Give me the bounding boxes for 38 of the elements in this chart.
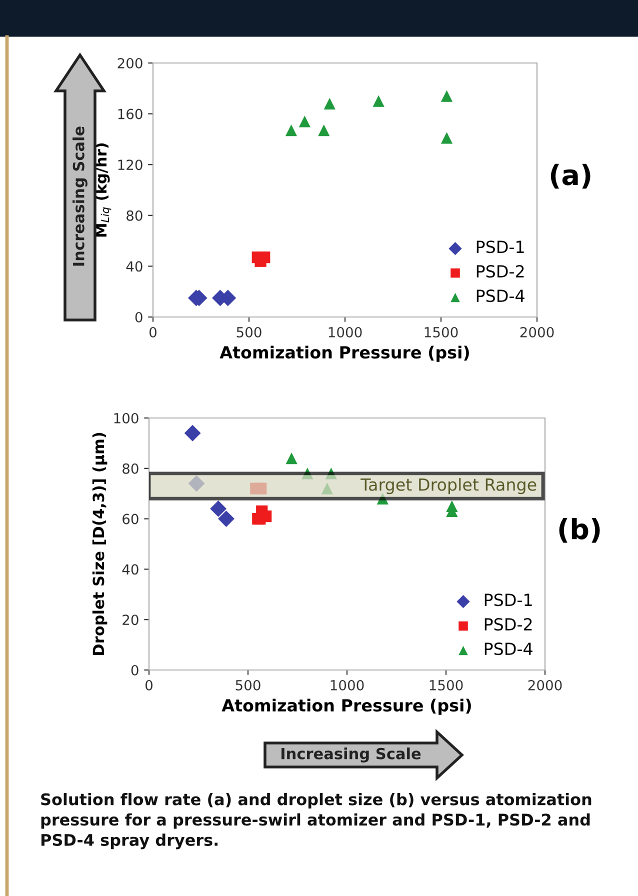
x-tick-label: 0 [149, 326, 156, 338]
y-tick-label: 80 [122, 463, 138, 474]
x-tick-label: 1500 [424, 326, 458, 338]
text: (a) [550, 164, 590, 189]
x-axis-title: Atomization Pressure (psi) [222, 698, 471, 715]
y-axis-title: Droplet Size [D(4,3)] (µm) [92, 432, 108, 655]
y-tick-label: 0 [131, 664, 138, 676]
legend-label: PSD-4 [476, 289, 524, 302]
x-tick-label: 1000 [330, 680, 364, 690]
text: Solution flow rate (a) and droplet size (b) versus atomization pressure for a pressure-swirl atomizer and PSD-1, PSD-2 and PSD-4 spray dryers. [41, 793, 592, 850]
x-tick-label: 500 [236, 326, 262, 338]
text: Increasing Scale [282, 748, 421, 762]
x-tick-label: 2000 [520, 326, 554, 338]
y-tick-label: 120 [118, 160, 142, 170]
x-tick-label: 2000 [528, 680, 562, 690]
y-axis-title: M$_{Liq}$ (kg/hr) [94, 143, 112, 237]
x-tick-label: 500 [236, 680, 260, 690]
x-axis-title: Atomization Pressure (psi) [220, 346, 469, 362]
x-tick-label: 1000 [328, 326, 362, 338]
legend-label: PSD-2 [476, 265, 524, 278]
y-tick-label: 40 [122, 564, 138, 575]
y-tick-label: 60 [122, 514, 138, 524]
legend-label: PSD-2 [484, 618, 532, 631]
text: (b) [559, 518, 600, 543]
y-tick-label: 200 [118, 58, 142, 68]
x-tick-label: 0 [145, 680, 152, 690]
band-label: Target Droplet Range [360, 478, 536, 494]
y-tick-label: 80 [126, 210, 142, 221]
legend-label: PSD-1 [476, 240, 524, 254]
y-tick-label: 0 [135, 312, 142, 322]
y-tick-label: 160 [118, 108, 142, 120]
legend-label: PSD-4 [484, 642, 532, 656]
y-tick-label: 100 [114, 412, 138, 424]
y-tick-label: 40 [126, 261, 142, 272]
text: Increasing Scale [72, 126, 88, 266]
y-tick-label: 20 [122, 614, 138, 626]
legend-label: PSD-1 [484, 594, 532, 606]
x-tick-label: 1500 [430, 680, 463, 690]
